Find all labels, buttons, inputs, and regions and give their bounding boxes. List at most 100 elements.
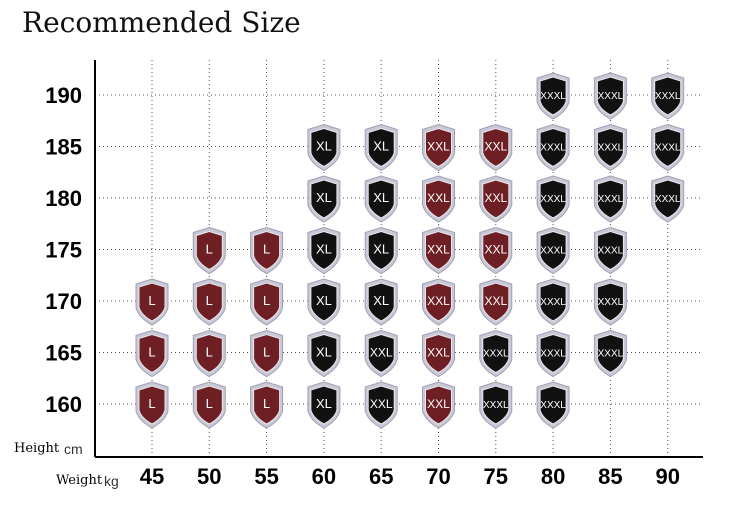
size-badge: XXL [364, 381, 398, 429]
size-badge-label: XXL [370, 346, 393, 360]
x-tick-label: 90 [655, 464, 679, 489]
size-badge: XL [307, 226, 341, 275]
size-badge: XXXL [536, 175, 570, 223]
size-badge: XXL [422, 175, 455, 223]
size-badge: L [192, 381, 226, 429]
size-badge-label: XL [373, 190, 389, 205]
size-badge-label: L [148, 345, 155, 360]
size-badge-label: XXL [484, 191, 507, 205]
size-badge-label: XL [316, 139, 332, 154]
size-badge-label: L [206, 242, 213, 257]
size-badge: XXXL [536, 123, 570, 172]
size-badge: XXL [479, 226, 513, 275]
size-badge-label: XXXL [540, 91, 566, 102]
size-badge-label: XL [316, 242, 332, 257]
size-badge: XXXL [651, 123, 685, 172]
x-tick-label: 80 [541, 464, 565, 489]
size-badge-label: L [206, 345, 213, 360]
size-badge: XXXL [479, 329, 513, 378]
x-tick-label: 75 [484, 464, 508, 489]
size-badge: L [250, 381, 284, 429]
x-tick-labels: 45 50 55 60 65 70 75 80 85 90 [140, 464, 680, 489]
size-badge: XL [364, 175, 398, 223]
size-badge: XXXL [593, 72, 627, 120]
size-badge-label: XL [373, 293, 389, 308]
size-badge: L [135, 381, 169, 429]
size-badge-label: L [148, 396, 155, 411]
size-badge: XXL [479, 123, 513, 172]
size-badge: XXL [422, 278, 455, 326]
size-badge-label: XXXL [540, 194, 566, 205]
size-badge-label: XL [316, 293, 332, 308]
size-badge: L [135, 329, 169, 378]
size-badge-label: XL [373, 139, 389, 154]
size-badge-label: XXXL [655, 143, 681, 154]
size-badge: XXXL [593, 278, 627, 326]
size-badge-label: XXXL [540, 143, 566, 154]
size-badge-label: XL [316, 345, 332, 360]
size-badge: L [250, 226, 284, 275]
size-badge: XXXL [536, 329, 570, 378]
size-badge-label: XXL [484, 140, 507, 154]
size-badges: XXXL XXXL XXXL XL XL XXL XXL XXXL XXXL XXXL XL XL XX… [135, 72, 685, 429]
size-badge: XXXL [536, 381, 570, 429]
y-tick-label: 185 [45, 135, 82, 160]
y-tick-labels: 190 185 180 175 170 165 160 [45, 83, 82, 417]
size-badge: XXXL [536, 72, 570, 120]
size-badge-label: XXXL [655, 91, 681, 102]
size-badge: XXL [479, 278, 513, 326]
size-badge-label: L [148, 293, 155, 308]
size-badge-label: L [263, 293, 270, 308]
size-badge-label: L [263, 242, 270, 257]
size-badge-label: XXL [427, 243, 450, 257]
x-tick-label: 70 [426, 464, 450, 489]
y-tick-label: 165 [45, 341, 82, 366]
size-badge-label: XXXL [598, 246, 624, 257]
size-badge: XL [307, 278, 341, 326]
y-tick-label: 170 [45, 289, 82, 314]
size-badge-label: L [206, 396, 213, 411]
size-badge: XXL [422, 381, 455, 429]
size-badge: L [135, 278, 169, 326]
y-tick-label: 190 [45, 83, 82, 108]
y-tick-label: 180 [45, 186, 82, 211]
size-badge: XXXL [593, 226, 627, 275]
size-badge: L [192, 329, 226, 378]
size-badge-label: XXL [370, 397, 393, 411]
size-badge-label: XXXL [540, 349, 566, 360]
size-badge-label: XXXL [655, 194, 681, 205]
size-badge-label: L [263, 345, 270, 360]
x-tick-label: 60 [312, 464, 336, 489]
size-badge-label: L [263, 396, 270, 411]
y-axis-label: Height [14, 441, 60, 456]
size-badge: L [250, 278, 284, 326]
size-badge: L [192, 278, 226, 326]
size-badge: XXXL [479, 381, 513, 429]
x-tick-label: 45 [140, 464, 164, 489]
y-axis-unit: cm [64, 441, 83, 457]
chart-title: Recommended Size [22, 6, 301, 39]
x-tick-label: 65 [369, 464, 393, 489]
size-badge: XL [307, 329, 341, 378]
size-badge-label: XXL [427, 191, 450, 205]
size-badge: XXXL [651, 175, 685, 223]
size-badge: XXXL [536, 278, 570, 326]
x-tick-label: 55 [254, 464, 278, 489]
size-badge: XL [364, 226, 398, 275]
size-badge-label: XXXL [540, 400, 566, 411]
size-badge: XL [307, 123, 341, 172]
size-badge-label: XL [373, 242, 389, 257]
size-badge-label: XXL [427, 397, 450, 411]
size-badge: L [250, 329, 284, 378]
size-badge: XL [307, 175, 341, 223]
size-badge-label: XXXL [540, 297, 566, 308]
size-badge: XXL [364, 329, 398, 378]
size-badge: XXXL [593, 123, 627, 172]
size-badge: L [192, 226, 226, 275]
size-badge-label: XL [316, 190, 332, 205]
size-badge-label: XL [316, 396, 332, 411]
size-badge: XL [364, 278, 398, 326]
y-tick-label: 175 [45, 238, 82, 263]
x-tick-label: 85 [598, 464, 622, 489]
